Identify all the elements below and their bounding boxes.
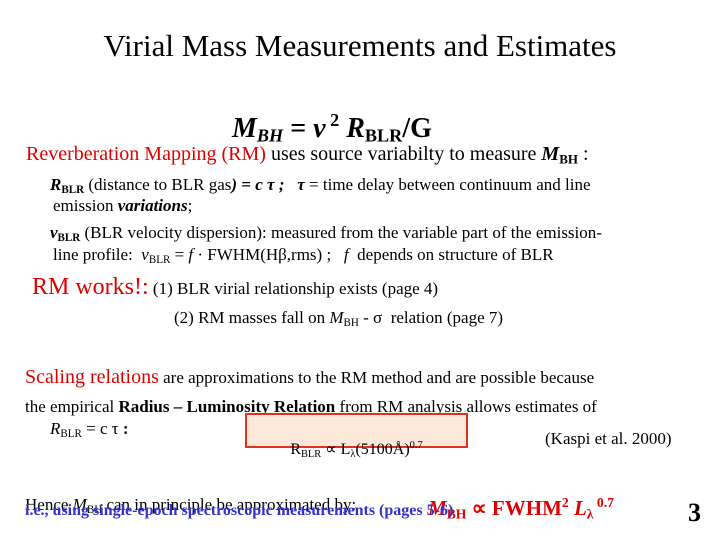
bullet2-line2: line profile: vBLR = f · FWHM(Hβ,rms) ; … [53, 229, 554, 266]
b2-sub: BLR [57, 231, 81, 244]
scaling-sub: BLR [60, 427, 82, 440]
scaling-bold: Radius – Luminosity Relation [118, 397, 336, 416]
hence-m: M [72, 495, 87, 514]
rm-sub: BH [343, 316, 359, 329]
b2-f: f [188, 245, 194, 264]
scaling-line2: the empirical Radius – Luminosity Relati… [25, 381, 597, 415]
box-text: (5100Å) [355, 441, 410, 459]
bullet2-line1: vBLR (BLR velocity dispersion): measured… [50, 207, 602, 244]
final-sub: λ [586, 506, 594, 522]
b1-text: ; [187, 196, 193, 215]
final-text: ∝ FWHM [466, 496, 562, 521]
note: i.e., using single-epoch spectroscopic m… [25, 502, 454, 519]
equation: MBH = v 2 RBLR/G [232, 83, 432, 145]
scaling-text: are approximations to the RM method and … [158, 368, 595, 387]
b1-r: R [50, 175, 62, 194]
intro-sub: BH [559, 151, 579, 167]
b1-text: (distance to BLR gas [84, 175, 232, 194]
final-sup: 2 [561, 495, 569, 510]
eq-text: /G [402, 112, 432, 144]
scaling-text: the empirical [25, 397, 119, 416]
intro-red: Reverberation Mapping (RM) [26, 143, 266, 165]
box-text: RBLR ∝ Lλ(5100Å)0.7 [245, 425, 468, 460]
scaling-red: Scaling relations [25, 366, 159, 388]
intro-m: M [541, 143, 560, 165]
rm-m: M [329, 308, 344, 327]
scaling-r: R [50, 419, 61, 438]
box-r: R [290, 441, 301, 459]
relation-box [245, 413, 468, 448]
intro-text: : [578, 143, 589, 165]
rm-item2: (2) RM masses fall on MBH - σ relation (… [174, 292, 503, 329]
b1-text: emission [53, 196, 118, 215]
bullet1-line2: emission variations; [53, 180, 192, 214]
b2-text: line profile: [53, 245, 142, 264]
b1-tau: τ [284, 175, 305, 194]
final-sub: BH [446, 506, 467, 522]
rm-text: (2) RM masses fall on [174, 308, 330, 327]
b2-v: v [50, 223, 58, 242]
box-text: ∝ L [321, 441, 351, 459]
final-sup: 0.7 [593, 495, 614, 510]
eq-text: M [232, 112, 257, 144]
b2-text: = [170, 245, 189, 264]
final-equation: MBH ∝ FWHM2 Lλ 0.7 [428, 475, 614, 521]
eq-text: v [313, 112, 326, 144]
b1-text: = time delay between continuum and line [304, 175, 591, 194]
final-m: M [428, 496, 447, 521]
eq-sub: BH [256, 125, 284, 146]
b2-text: depends on structure of BLR [348, 245, 554, 264]
rm-label: RM works!: [32, 274, 149, 300]
rm-works: RM works!: (1) BLR virial relationship e… [32, 259, 438, 299]
b2-text: · FWHM(Hβ,rms) ; [193, 245, 344, 264]
b1-text: variations [117, 196, 188, 215]
bullet1-line1: RBLR (distance to BLR gas) = c τ ; τ = t… [50, 159, 591, 196]
hence-text: can in principle be approximated by: [102, 495, 357, 514]
scaling-text: : [122, 419, 129, 438]
rm-item: (1) BLR virial relationship exists (page… [148, 279, 439, 298]
b2-text: (BLR velocity dispersion) [80, 223, 263, 242]
scaling-text: = c τ [81, 419, 123, 438]
scaling-line3: RBLR = c τ : [50, 403, 129, 440]
box-sub: λ [350, 448, 356, 460]
hence-text: Hence [25, 495, 73, 514]
box-sup: 0.7 [409, 440, 423, 451]
intro-text: uses source variabilty to measure [265, 143, 542, 165]
b2-v: v [141, 245, 149, 264]
b1-text: ) = c τ ; [231, 175, 285, 194]
final-l: L [573, 496, 587, 521]
eq-sup: 2 [325, 110, 340, 130]
citation: (Kaspi et al. 2000) [545, 429, 672, 448]
b2-sub: BLR [148, 253, 171, 266]
b2-text: : measured from the variable part of the… [262, 223, 602, 242]
hence: Hence MBH can in principle be approximat… [25, 479, 356, 516]
eq-sub: BLR [364, 125, 403, 146]
title: Virial Mass Measurements and Estimates [103, 28, 617, 63]
scaling-line1: Scaling relations are approximations to … [25, 351, 594, 387]
box-sub: BLR [300, 448, 322, 460]
b1-sub: BLR [61, 183, 85, 196]
eq-text: R [339, 112, 365, 144]
intro: Reverberation Mapping (RM) uses source v… [26, 124, 589, 165]
hence-sub: BH [86, 503, 103, 516]
eq-text: = [283, 112, 314, 144]
page-number: 3 [688, 498, 701, 527]
b2-f: f [343, 245, 349, 264]
rm-text: - σ relation (page 7) [358, 308, 504, 327]
scaling-text: from RM analysis allows estimates of [335, 397, 597, 416]
